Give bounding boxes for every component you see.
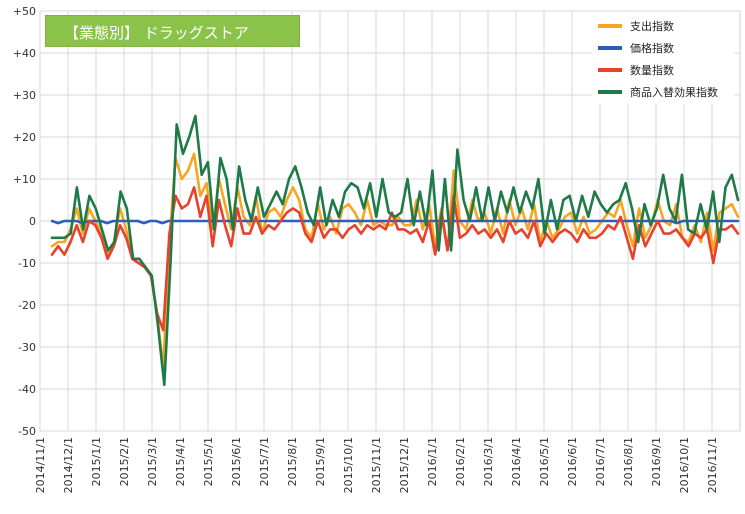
series-line [50, 186, 740, 332]
x-tick-label: 2014/11/1 [34, 437, 47, 493]
y-tick-label: -20 [18, 299, 36, 312]
y-tick-label: +10 [13, 173, 36, 186]
x-tick-label: 2015/6/1 [230, 437, 243, 486]
chart-title-box: 【業態別】 ドラッグストア [45, 15, 300, 47]
y-tick-label: +50 [13, 5, 36, 18]
x-tick-label: 2016/5/1 [538, 437, 551, 486]
x-tick-label: 2015/7/1 [258, 437, 271, 486]
x-tick-label: 2015/1/1 [90, 437, 103, 486]
y-tick-label: +20 [13, 131, 36, 144]
x-tick-label: 2016/3/1 [482, 437, 495, 486]
x-tick-label: 2016/7/1 [594, 437, 607, 486]
x-tick-label: 2015/11/1 [370, 437, 383, 493]
x-tick-label: 2016/9/1 [650, 437, 663, 486]
x-tick-label: 2015/12/1 [398, 437, 411, 493]
y-tick-label: -10 [18, 257, 36, 270]
x-tick-label: 2015/10/1 [342, 437, 355, 493]
chart-title: 【業態別】 ドラッグストア [64, 24, 249, 42]
legend-label: 数量指数 [630, 63, 674, 77]
x-tick-label: 2016/4/1 [510, 437, 523, 486]
x-tick-label: 2015/5/1 [202, 437, 215, 486]
y-tick-label: -30 [18, 341, 36, 354]
series-line [50, 152, 740, 370]
x-tick-label: 2015/4/1 [174, 437, 187, 486]
legend-label: 支出指数 [630, 19, 674, 33]
x-tick-label: 2015/2/1 [118, 437, 131, 486]
x-tick-label: 2016/8/1 [622, 437, 635, 486]
x-tick-label: 2016/10/1 [678, 437, 691, 493]
y-tick-label: 0 [29, 215, 36, 228]
x-tick-label: 2015/8/1 [286, 437, 299, 486]
legend-label: 商品入替効果指数 [630, 85, 718, 99]
x-tick-label: 2016/2/1 [454, 437, 467, 486]
x-tick-label: 2016/11/1 [706, 437, 719, 493]
legend-label: 価格指数 [630, 41, 674, 55]
x-tick-label: 2015/9/1 [314, 437, 327, 486]
y-tick-label: -40 [18, 383, 36, 396]
x-tick-label: 2015/3/1 [146, 437, 159, 486]
series-line [50, 114, 740, 387]
x-tick-label: 2016/1/1 [426, 437, 439, 486]
y-tick-label: +40 [13, 47, 36, 60]
x-tick-label: 2016/6/1 [566, 437, 579, 486]
y-tick-label: -50 [18, 425, 36, 438]
x-tick-label: 2014/12/1 [62, 437, 75, 493]
y-tick-label: +30 [13, 89, 36, 102]
